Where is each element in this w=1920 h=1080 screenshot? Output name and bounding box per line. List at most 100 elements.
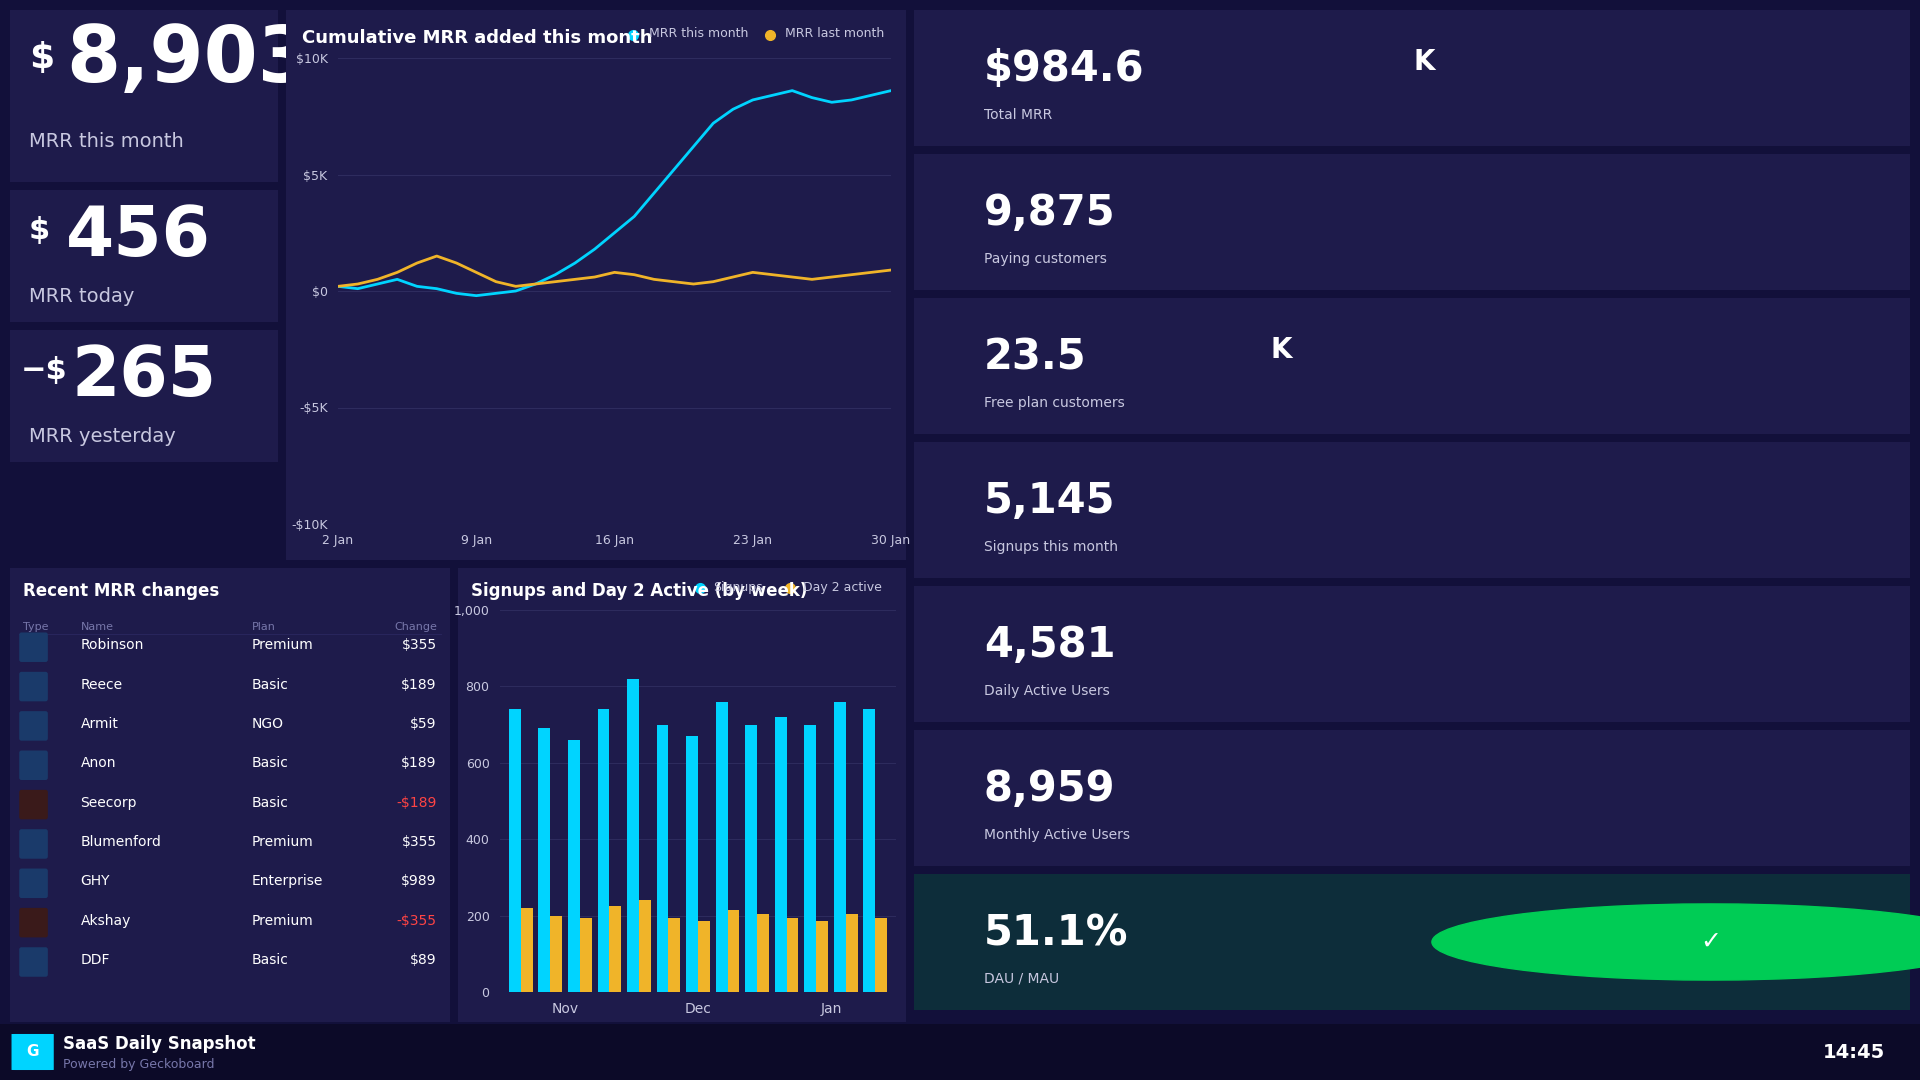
Text: K: K [1413,49,1436,76]
Text: Premium: Premium [252,638,313,652]
Text: Signups and Day 2 Active (by week): Signups and Day 2 Active (by week) [472,582,808,599]
Text: ✓: ✓ [1701,930,1722,954]
Bar [847,914,858,993]
Text: Anon: Anon [81,756,115,770]
Text: GHY: GHY [81,875,109,888]
Text: 4,581: 4,581 [983,624,1116,666]
FancyBboxPatch shape [19,789,48,820]
Text: ↑: ↑ [29,676,38,689]
Text: DAU / MAU: DAU / MAU [983,972,1058,986]
Bar [816,921,828,993]
Text: Recent MRR changes: Recent MRR changes [23,582,219,599]
FancyBboxPatch shape [19,672,48,701]
Text: $189: $189 [401,756,438,770]
Bar [628,678,639,993]
Text: G: G [27,1044,38,1059]
Text: ✕: ✕ [29,794,38,807]
Text: ↑: ↑ [29,636,38,649]
Text: Basic: Basic [252,677,288,691]
Text: 23.5: 23.5 [983,336,1087,378]
Text: Signups: Signups [714,581,762,594]
Text: K: K [1271,336,1292,364]
FancyBboxPatch shape [12,1034,54,1070]
Text: Akshay: Akshay [81,914,131,928]
Text: Armit: Armit [81,717,119,731]
Text: NGO: NGO [252,717,284,731]
Bar [580,918,591,993]
Text: $355: $355 [401,835,438,849]
Text: $: $ [29,216,50,245]
Text: $984.6: $984.6 [983,49,1144,90]
Text: Robinson: Robinson [81,638,144,652]
Text: MRR this month: MRR this month [649,27,749,40]
Text: Day 2 active: Day 2 active [803,581,881,594]
Text: Cumulative MRR added this month: Cumulative MRR added this month [301,29,653,48]
Text: $59: $59 [411,717,438,731]
Text: -$355: -$355 [397,914,438,928]
Bar [568,740,580,993]
Text: Basic: Basic [252,796,288,810]
Text: Paying customers: Paying customers [983,252,1106,266]
Text: 265: 265 [71,343,217,410]
Text: ↑: ↑ [29,755,38,768]
Bar [551,916,563,993]
Text: Type: Type [23,622,48,633]
Text: 51.1%: 51.1% [983,913,1129,954]
Bar [776,717,787,993]
FancyBboxPatch shape [19,829,48,859]
Bar [538,728,551,993]
Text: $989: $989 [401,875,438,888]
Text: $89: $89 [411,953,438,967]
Text: 14:45: 14:45 [1824,1042,1885,1062]
Bar [685,737,699,993]
Text: Plan: Plan [252,622,276,633]
Text: Blumenford: Blumenford [81,835,161,849]
Circle shape [1432,904,1920,980]
FancyBboxPatch shape [19,908,48,937]
Text: Powered by Geckoboard: Powered by Geckoboard [63,1057,215,1071]
Text: MRR this month: MRR this month [29,132,184,151]
Bar [520,908,532,993]
FancyBboxPatch shape [19,751,48,780]
Text: Premium: Premium [252,914,313,928]
Text: ↑: ↑ [29,715,38,728]
Bar [668,918,680,993]
Text: Daily Active Users: Daily Active Users [983,684,1110,698]
Text: DDF: DDF [81,953,109,967]
Text: SaaS Daily Snapshot: SaaS Daily Snapshot [63,1035,255,1053]
Text: ✕: ✕ [29,912,38,924]
Text: $355: $355 [401,638,438,652]
Text: 8,959: 8,959 [983,768,1116,810]
Text: ↑: ↑ [29,833,38,846]
Text: ↑: ↑ [29,873,38,886]
FancyBboxPatch shape [19,868,48,899]
Bar [609,906,622,993]
Text: $189: $189 [401,677,438,691]
Text: Monthly Active Users: Monthly Active Users [983,827,1129,841]
Bar [639,901,651,993]
Text: MRR yesterday: MRR yesterday [29,428,175,446]
Bar [699,921,710,993]
FancyBboxPatch shape [19,711,48,741]
Text: Seecorp: Seecorp [81,796,136,810]
Bar [833,702,847,993]
Bar [716,702,728,993]
Bar [509,710,520,993]
Text: 9,875: 9,875 [983,192,1116,234]
Text: 5,145: 5,145 [983,481,1116,522]
Text: Free plan customers: Free plan customers [983,395,1125,409]
Text: Signups this month: Signups this month [983,540,1117,554]
Text: ↑: ↑ [29,951,38,964]
Text: $: $ [29,41,54,75]
Bar [728,909,739,993]
Text: Change: Change [394,622,438,633]
Text: −$: −$ [21,356,67,386]
Bar [597,710,609,993]
Bar [864,710,876,993]
Text: 8,903: 8,903 [67,22,313,98]
Bar [787,918,799,993]
Text: Reece: Reece [81,677,123,691]
Text: MRR last month: MRR last month [785,27,885,40]
Text: MRR today: MRR today [29,287,134,306]
Bar [657,725,668,993]
